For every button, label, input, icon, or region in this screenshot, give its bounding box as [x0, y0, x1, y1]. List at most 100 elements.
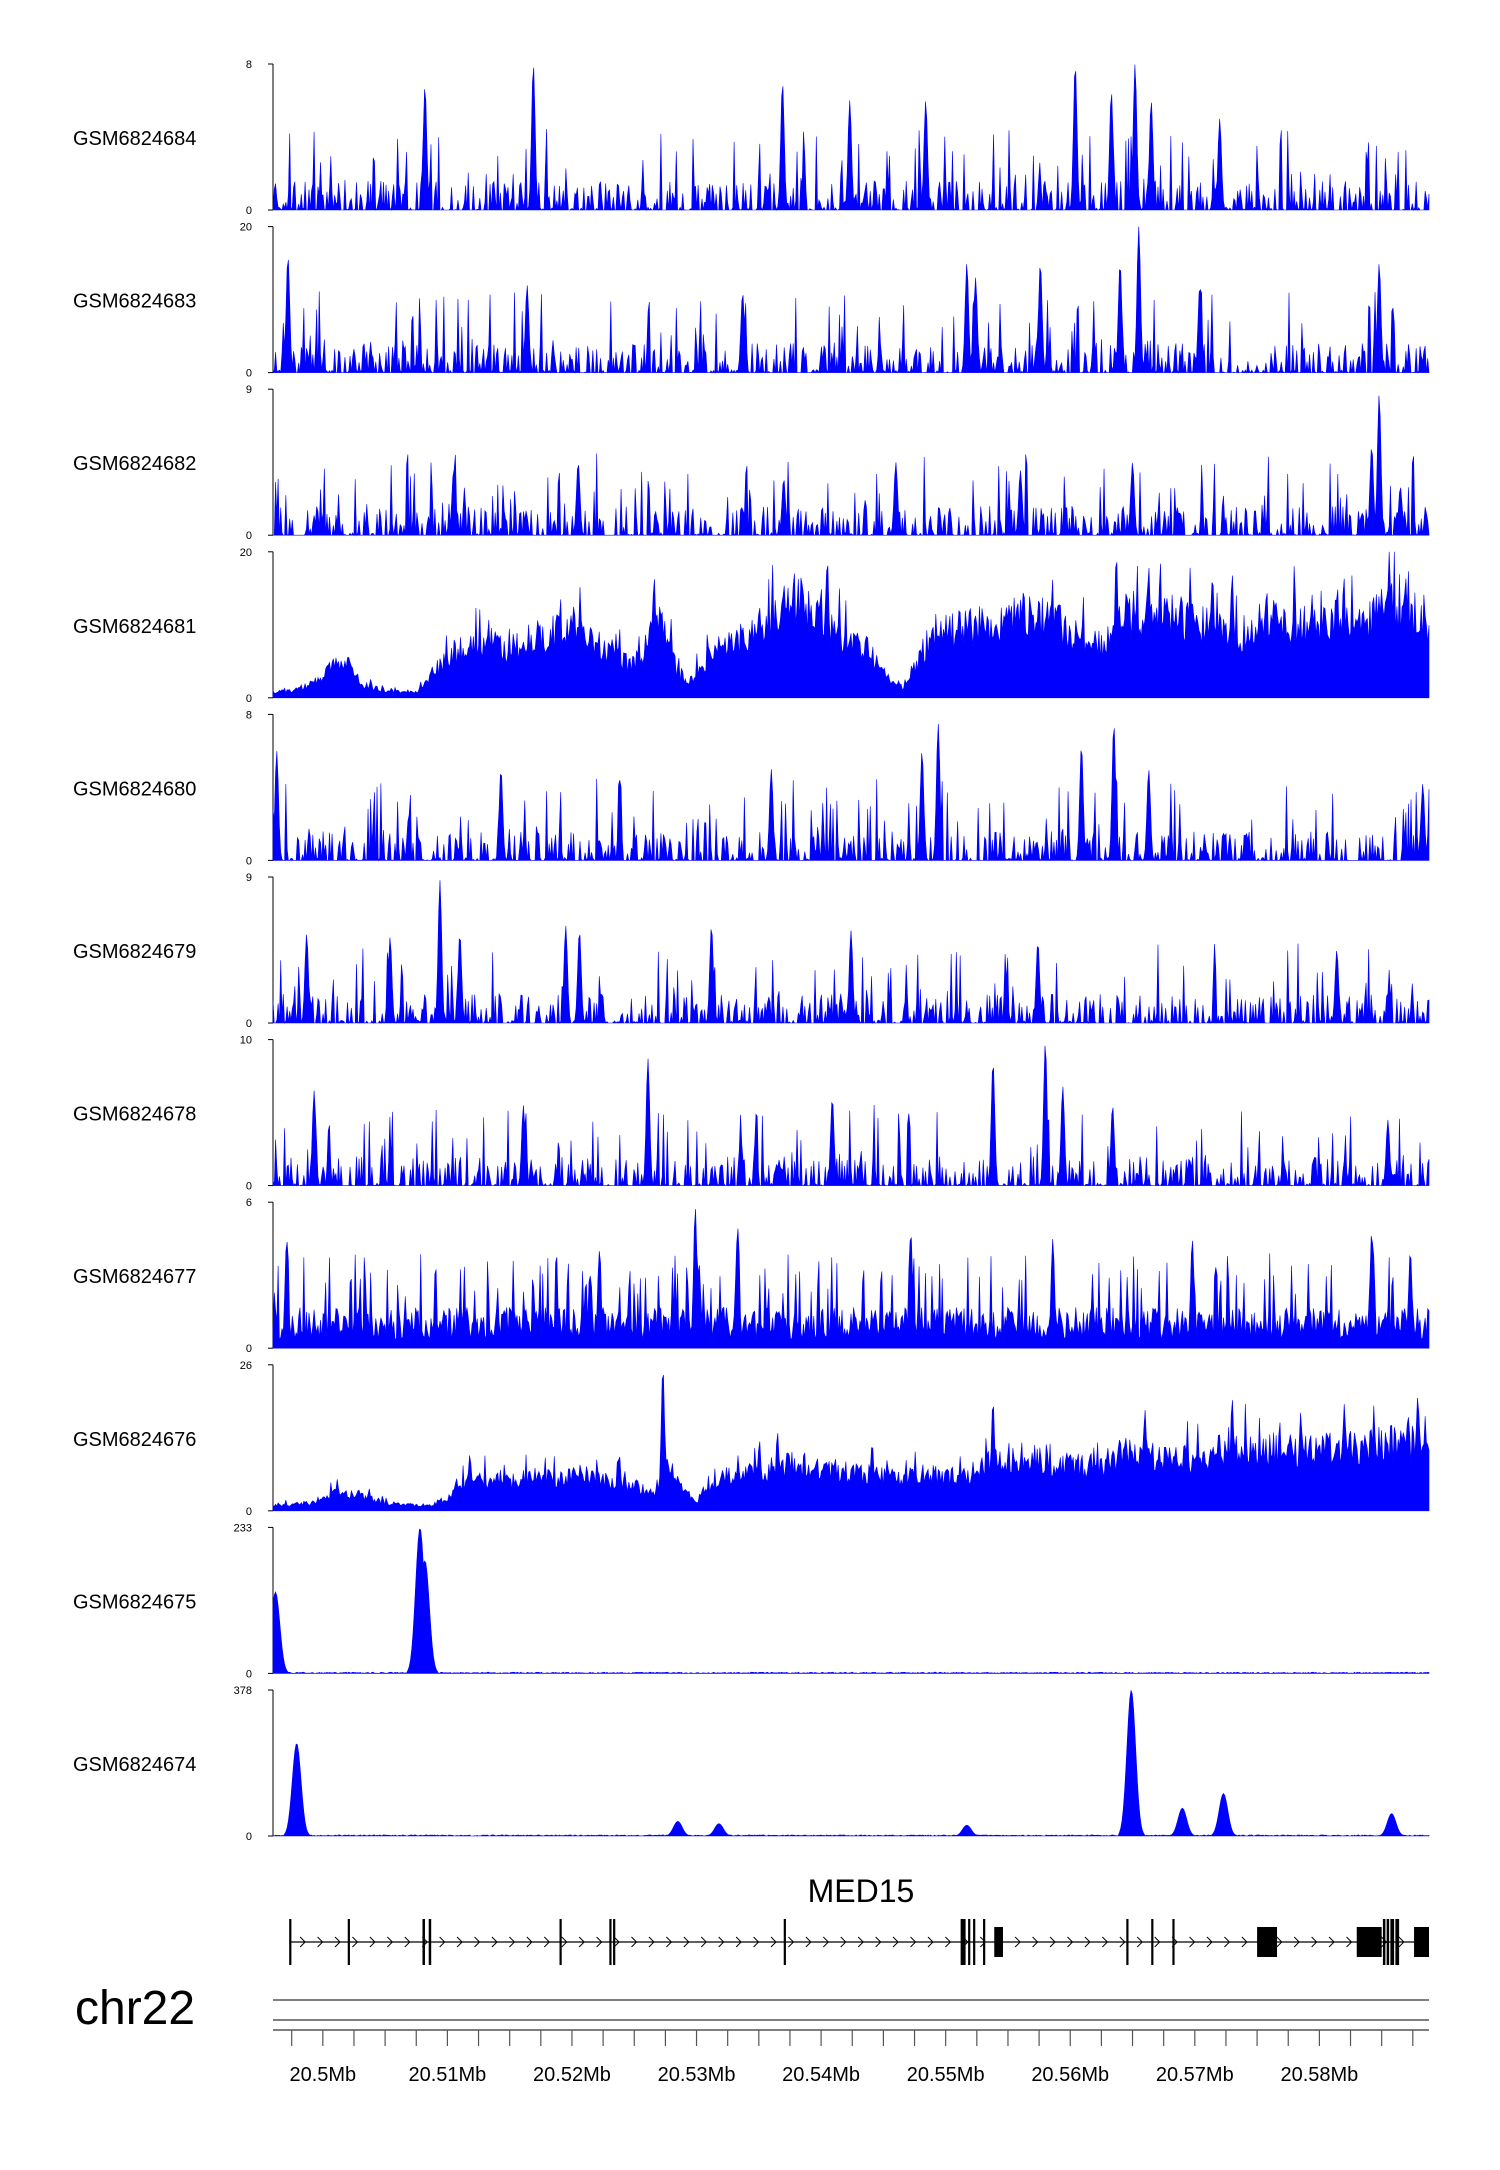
strand-arrow	[1276, 1936, 1283, 1948]
strand-arrow	[788, 1936, 795, 1948]
strand-arrow	[648, 1936, 655, 1948]
strand-arrow	[1119, 1936, 1126, 1948]
strand-arrow	[1241, 1936, 1248, 1948]
strand-arrow	[1328, 1936, 1335, 1948]
exon	[428, 1919, 432, 1965]
y-min-label: 0	[246, 855, 252, 867]
exon	[783, 1919, 786, 1965]
strand-arrow	[631, 1936, 638, 1948]
exon	[1356, 1927, 1382, 1957]
y-min-label: 0	[246, 1831, 252, 1843]
strand-arrow	[491, 1936, 498, 1948]
strand-arrow	[753, 1936, 760, 1948]
strand-arrow	[474, 1936, 481, 1948]
strand-arrow	[805, 1936, 812, 1948]
track-GSM6824681: GSM6824681 20 0	[73, 547, 1430, 705]
axis-tick-label: 20.51Mb	[408, 2064, 486, 2086]
track-GSM6824675: GSM6824675 233 0	[73, 1522, 1430, 1680]
exon	[613, 1919, 616, 1965]
y-min-label: 0	[246, 1343, 252, 1355]
exon	[422, 1919, 425, 1965]
strand-arrow	[369, 1936, 376, 1948]
strand-arrow	[526, 1936, 533, 1948]
strand-arrow	[1189, 1936, 1196, 1948]
y-min-label: 0	[246, 205, 252, 217]
strand-arrow	[979, 1936, 986, 1948]
exon	[1414, 1927, 1429, 1957]
axis-tick-label: 20.55Mb	[907, 2064, 985, 2086]
axis-tick-label: 20.57Mb	[1156, 2064, 1234, 2086]
track-label: GSM6824678	[73, 1104, 196, 1126]
strand-arrow	[1049, 1936, 1056, 1948]
y-max-label: 10	[240, 1035, 252, 1047]
strand-arrow	[1014, 1936, 1021, 1948]
signal-area	[272, 1528, 1430, 1674]
track-label: GSM6824681	[73, 616, 196, 638]
strand-arrow	[404, 1936, 411, 1948]
track-GSM6824674: GSM6824674 378 0	[73, 1685, 1430, 1843]
gene-track: MED15	[289, 1873, 1429, 1965]
y-max-label: 6	[246, 1197, 252, 1209]
y-min-label: 0	[246, 693, 252, 705]
axis-tick-label: 20.5Mb	[289, 2064, 356, 2086]
track-GSM6824678: GSM6824678 10 0	[73, 1035, 1430, 1193]
track-GSM6824684: GSM6824684 8 0	[73, 59, 1430, 217]
genome-axis: chr22 20.5Mb 20.51Mb 20.52Mb 20.53Mb 20.54Mb…	[75, 1982, 1429, 2086]
chromosome-label: chr22	[75, 1982, 195, 2035]
strand-arrow	[1032, 1936, 1039, 1948]
track-label: GSM6824676	[73, 1429, 196, 1451]
strand-arrow	[1136, 1936, 1143, 1948]
signal-tracks: GSM682468480GSM6824683200GSM682468290GSM…	[73, 59, 1430, 1843]
strand-arrow	[317, 1936, 324, 1948]
exon	[347, 1919, 350, 1965]
track-label: GSM6824674	[73, 1754, 196, 1776]
signal-area	[272, 1374, 1430, 1512]
strand-arrow	[561, 1936, 568, 1948]
y-max-label: 26	[240, 1360, 252, 1372]
axis-tick-label: 20.56Mb	[1031, 2064, 1109, 2086]
strand-arrow	[666, 1936, 673, 1948]
exon	[1390, 1919, 1395, 1965]
track-GSM6824682: GSM6824682 9 0	[73, 384, 1430, 542]
strand-arrow	[840, 1936, 847, 1948]
strand-arrow	[683, 1936, 690, 1948]
strand-arrow	[613, 1936, 620, 1948]
strand-arrow	[927, 1936, 934, 1948]
signal-area	[272, 226, 1430, 374]
signal-area	[272, 1209, 1430, 1349]
strand-arrow	[1067, 1936, 1074, 1948]
exon	[960, 1919, 966, 1965]
strand-arrow	[1346, 1936, 1353, 1948]
y-min-label: 0	[246, 530, 252, 542]
strand-arrow	[1102, 1936, 1109, 1948]
strand-arrow	[822, 1936, 830, 1948]
strand-arrow	[875, 1936, 882, 1948]
strand-arrow	[1154, 1936, 1161, 1948]
y-max-label: 378	[234, 1685, 252, 1697]
strand-arrow	[439, 1936, 446, 1948]
signal-area	[272, 1045, 1430, 1187]
exon	[1395, 1919, 1400, 1965]
axis-tick-label: 20.53Mb	[658, 2064, 736, 2086]
exon	[1151, 1919, 1154, 1965]
strand-arrow	[735, 1936, 742, 1948]
y-min-label: 0	[246, 1181, 252, 1193]
track-GSM6824679: GSM6824679 9 0	[73, 872, 1430, 1030]
y-max-label: 8	[246, 709, 252, 721]
strand-arrow	[857, 1936, 864, 1948]
strand-arrow	[578, 1936, 585, 1948]
strand-arrow	[892, 1936, 899, 1948]
y-min-label: 0	[246, 1018, 252, 1030]
y-max-label: 20	[240, 547, 252, 559]
strand-arrow	[352, 1936, 359, 1948]
exon	[559, 1919, 562, 1965]
exon	[1172, 1919, 1175, 1965]
exon	[1382, 1919, 1386, 1965]
gene-label: MED15	[808, 1873, 915, 1909]
y-min-label: 0	[246, 368, 252, 380]
strand-arrow	[509, 1936, 516, 1948]
y-max-label: 9	[246, 872, 252, 884]
strand-arrow	[1293, 1936, 1300, 1948]
strand-arrow	[1224, 1936, 1231, 1948]
signal-area	[272, 551, 1430, 699]
